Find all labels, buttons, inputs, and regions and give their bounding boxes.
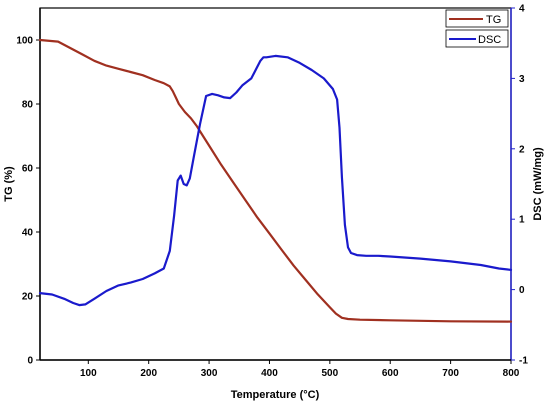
x-axis-ticks: 100 200 300 400 500 600 700 800 [80,360,520,379]
left-y-axis-ticks: 0 20 40 60 80 100 [16,36,40,367]
x-tick-label: 800 [503,368,520,379]
plot-area-border [39,7,512,361]
right-y-tick-label: 3 [519,74,525,85]
right-y-tick-label: -1 [519,356,528,367]
left-y-axis-title: TG (%) [3,166,15,202]
legend-label-dsc: DSC [478,34,501,46]
left-y-tick-label: 40 [22,228,34,239]
series-line-tg [38,38,513,323]
legend: TG DSC [445,9,509,48]
right-y-tick-label: 2 [519,144,525,155]
x-tick-label: 100 [80,368,97,379]
legend-box-dsc [445,29,509,48]
x-tick-label: 300 [201,368,218,379]
series-line-dsc [38,54,513,307]
right-y-axis-ticks: -1 0 1 2 3 4 [511,4,528,367]
left-y-tick-label: 60 [22,164,34,175]
plot-frame [39,7,512,361]
x-tick-label: 400 [261,368,278,379]
series-layer [38,38,513,323]
x-tick-label: 600 [382,368,399,379]
left-y-tick-label: 80 [22,100,34,111]
legend-label-tg: TG [486,14,501,26]
right-y-tick-label: 4 [519,4,525,15]
x-tick-label: 200 [140,368,157,379]
x-tick-label: 700 [442,368,459,379]
x-axis-title: Temperature (°C) [231,389,320,401]
left-y-tick-label: 0 [27,356,33,367]
right-y-tick-label: 1 [519,215,525,226]
left-y-tick-label: 20 [22,292,34,303]
right-y-axis-title: DSC (mW/mg) [532,147,544,221]
right-y-tick-label: 0 [519,285,525,296]
x-tick-label: 500 [322,368,339,379]
left-y-tick-label: 100 [16,36,33,47]
